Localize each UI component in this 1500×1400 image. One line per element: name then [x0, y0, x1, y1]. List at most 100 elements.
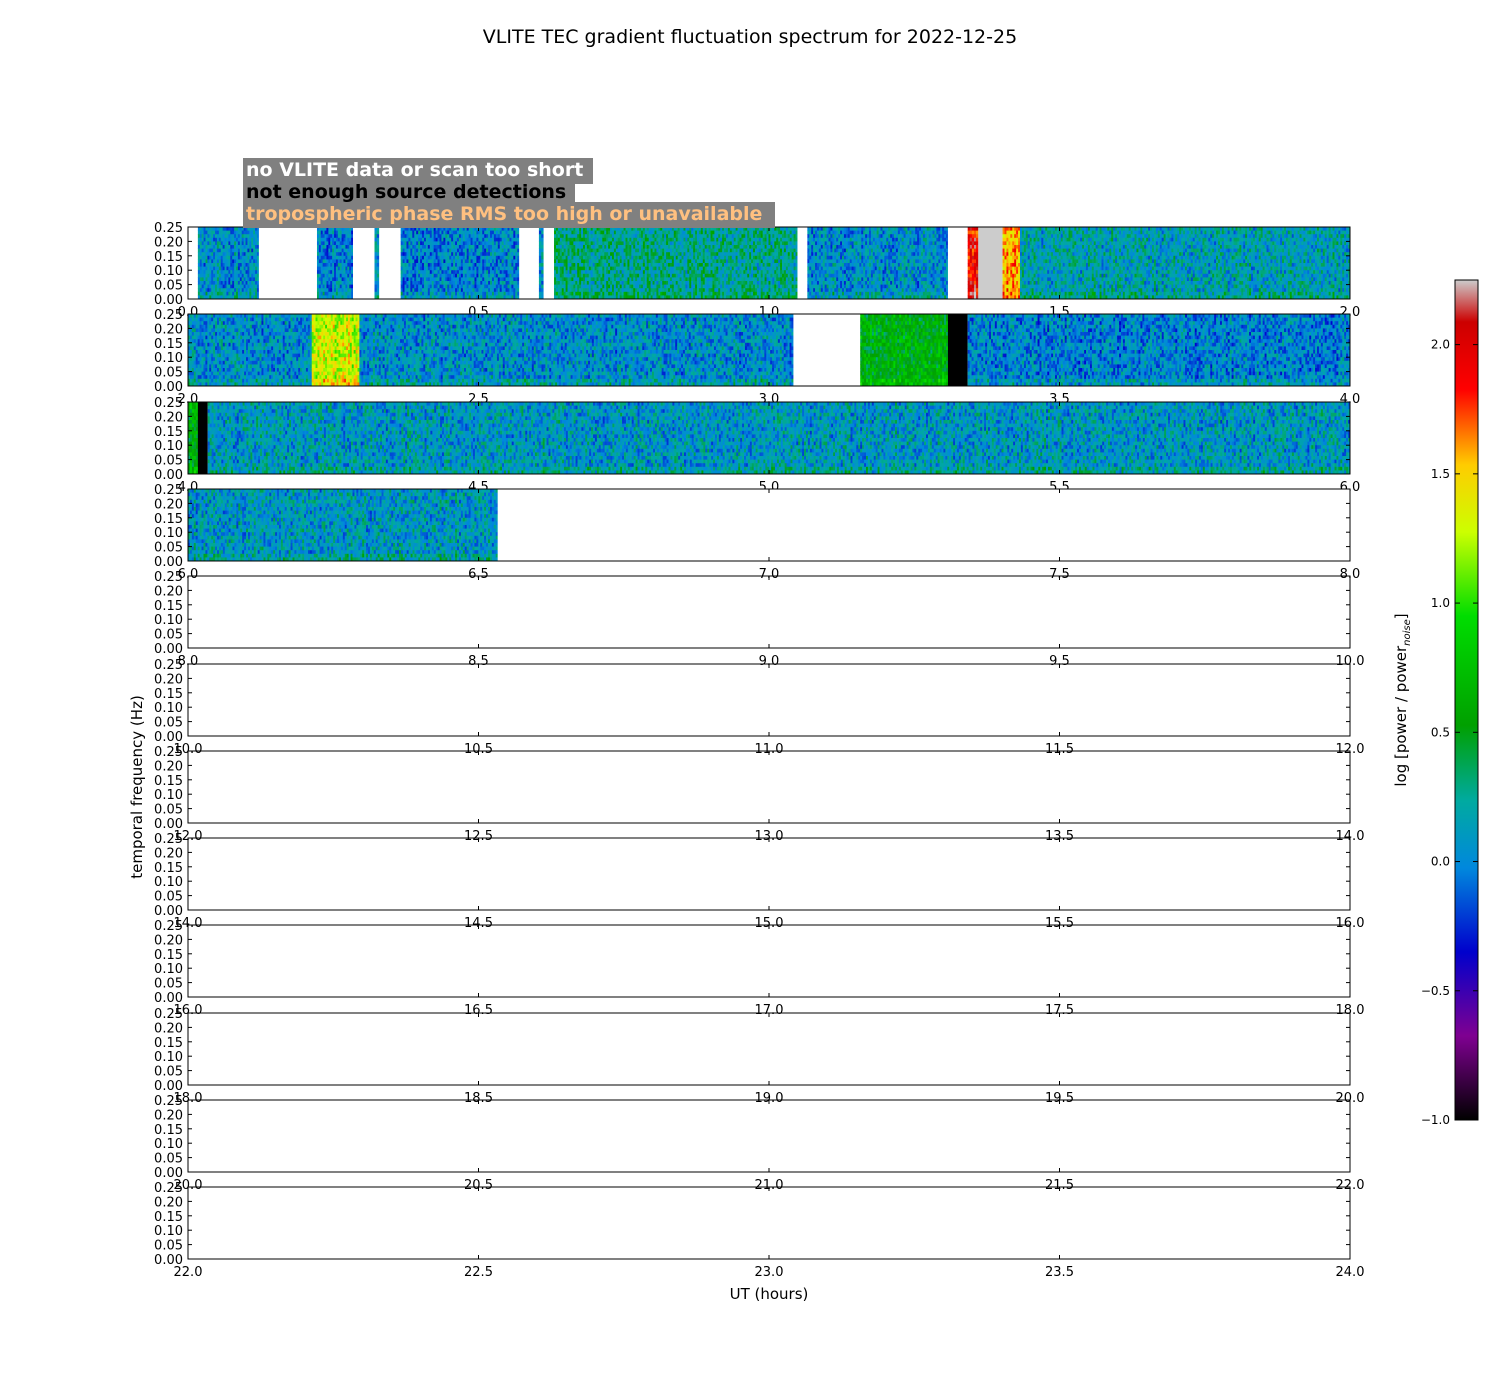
heatmap-cell — [557, 259, 561, 264]
heatmap-cell — [414, 255, 417, 260]
heatmap-cell — [203, 255, 206, 260]
heatmap-cell — [226, 291, 229, 296]
heatmap-cell — [575, 237, 578, 242]
heatmap-cell — [437, 288, 440, 293]
heatmap-cell — [256, 273, 260, 278]
heatmap-cell — [456, 291, 460, 296]
heatmap-cell — [435, 241, 438, 246]
heatmap-cell — [213, 288, 216, 293]
heatmap-cell — [517, 248, 520, 253]
heatmap-cell — [218, 291, 222, 296]
heatmap-cell — [243, 288, 246, 293]
heatmap-cell — [579, 284, 582, 289]
heatmap-cell — [410, 291, 413, 296]
heatmap-cell — [581, 273, 584, 278]
heatmap-cell — [334, 237, 337, 242]
heatmap-cell — [509, 273, 512, 278]
heatmap-cell — [447, 295, 450, 300]
heatmap-cell — [232, 255, 235, 260]
heatmap-cell — [559, 270, 563, 275]
heatmap-cell — [215, 245, 218, 249]
heatmap-cell — [205, 230, 208, 235]
heatmap-cell — [197, 245, 201, 249]
heatmap-cell — [501, 245, 505, 249]
heatmap-cell — [557, 227, 561, 231]
heatmap-cell — [468, 245, 471, 249]
heatmap-cell — [332, 248, 335, 253]
heatmap-cell — [517, 237, 520, 242]
heatmap-cell — [199, 237, 203, 242]
heatmap-cell — [220, 281, 224, 285]
heatmap-cell — [460, 273, 464, 278]
heatmap-cell — [559, 284, 563, 289]
heatmap-cell — [503, 263, 506, 267]
heatmap-cell — [201, 255, 204, 260]
heatmap-cell — [226, 288, 229, 293]
heatmap-cell — [256, 270, 260, 275]
heatmap-cell — [569, 270, 572, 275]
heatmap-cell — [554, 288, 557, 293]
heatmap-cell — [343, 277, 346, 282]
heatmap-cell — [456, 252, 460, 257]
heatmap-cell — [335, 259, 339, 264]
heatmap-cell — [416, 266, 419, 271]
heatmap-cell — [470, 259, 473, 264]
heatmap-cell — [218, 263, 222, 267]
heatmap-cell — [334, 227, 337, 231]
heatmap-cell — [571, 241, 574, 246]
heatmap-cell — [245, 248, 248, 253]
heatmap-cell — [205, 245, 208, 249]
heatmap-cell — [256, 230, 260, 235]
heatmap-cell — [495, 266, 499, 271]
heatmap-cell — [441, 255, 444, 260]
heatmap-cell — [337, 291, 341, 296]
heatmap-cell — [213, 295, 216, 300]
heatmap-cell — [416, 245, 419, 249]
heatmap-cell — [507, 273, 510, 278]
heatmap-cell — [199, 270, 203, 275]
heatmap-cell — [209, 281, 212, 285]
heatmap-cell — [402, 252, 405, 257]
heatmap-cell — [478, 281, 481, 285]
heatmap-cell — [349, 270, 352, 275]
heatmap-cell — [249, 227, 252, 231]
heatmap-cell — [205, 277, 208, 282]
heatmap-cell — [507, 241, 510, 246]
heatmap-cell — [437, 277, 440, 282]
heatmap-cell — [222, 241, 225, 246]
heatmap-cell — [583, 227, 586, 231]
heatmap-cell — [330, 288, 333, 293]
heatmap-cell — [420, 230, 423, 235]
heatmap-cell — [466, 291, 470, 296]
heatmap-cell — [557, 241, 561, 246]
heatmap-cell — [505, 245, 508, 249]
heatmap-cell — [466, 288, 470, 293]
heatmap-cell — [418, 273, 421, 278]
heatmap-cell — [414, 277, 417, 282]
heatmap-cell — [569, 288, 572, 293]
heatmap-cell — [429, 295, 433, 300]
heatmap-cell — [581, 230, 584, 235]
heatmap-cell — [511, 241, 514, 246]
heatmap-cell — [245, 245, 248, 249]
heatmap-cell — [404, 255, 407, 260]
heatmap-cell — [456, 255, 460, 260]
heatmap-cell — [341, 241, 344, 246]
heatmap-cell — [236, 234, 239, 239]
heatmap-cell — [478, 255, 481, 260]
heatmap-cell — [322, 277, 325, 282]
heatmap-cell — [554, 266, 557, 271]
heatmap-cell — [443, 273, 446, 278]
heatmap-cell — [581, 252, 584, 257]
heatmap-cell — [320, 237, 324, 242]
heatmap-cell — [207, 263, 210, 267]
heatmap-cell — [505, 255, 508, 260]
heatmap-cell — [493, 277, 497, 282]
heatmap-cell — [345, 237, 348, 242]
heatmap-cell — [228, 284, 231, 289]
heatmap-cell — [251, 291, 254, 296]
heatmap-cell — [228, 291, 231, 296]
heatmap-cell — [420, 227, 423, 231]
heatmap-cell — [215, 295, 218, 300]
heatmap-cell — [226, 277, 229, 282]
